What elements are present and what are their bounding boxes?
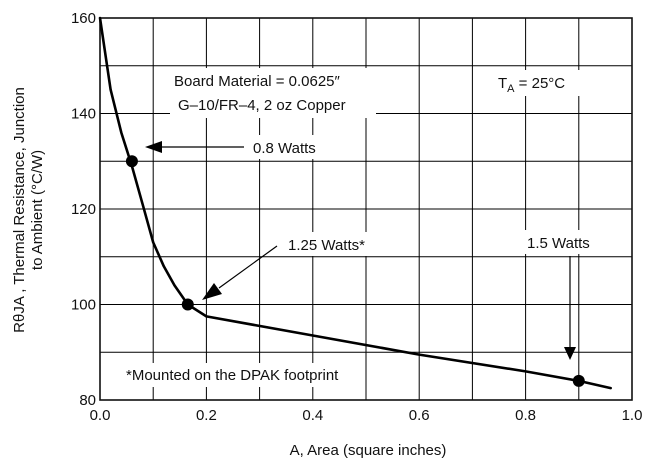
y-axis-title-line2: to Ambient (°C/W) — [29, 150, 46, 270]
board-material-line2: G–10/FR–4, 2 oz Copper — [178, 97, 346, 114]
x-tick-label: 1.0 — [622, 407, 643, 424]
x-tick-labels: 0.0 0.2 0.4 0.6 0.8 1.0 — [90, 407, 643, 424]
thermal-resistance-curve — [98, 16, 612, 390]
label-125w-bg — [277, 232, 389, 256]
ta-label-bg — [494, 70, 604, 96]
x-tick-label: 0.6 — [409, 407, 430, 424]
arrow-08w — [145, 141, 244, 153]
y-tick-labels: 80 100 120 140 160 — [71, 10, 96, 409]
arrow-125w — [202, 245, 278, 300]
arrow-15w — [564, 256, 576, 360]
x-tick-label: 0.2 — [196, 407, 217, 424]
x-tick-label: 0.0 — [90, 407, 111, 424]
data-point-marker — [572, 374, 585, 387]
y-tick-label: 100 — [71, 297, 96, 314]
footnote-bg — [120, 363, 342, 387]
x-tick-label: 0.8 — [515, 407, 536, 424]
ambient-temperature-label: TA = 25°C — [498, 75, 565, 95]
y-tick-label: 80 — [79, 392, 96, 409]
y-tick-label: 120 — [71, 201, 96, 218]
marker-label-15w: 1.5 Watts — [527, 235, 590, 252]
data-point-marker — [125, 155, 138, 168]
board-label-bg — [170, 68, 376, 118]
x-axis-title: A, Area (square inches) — [290, 442, 447, 459]
y-axis-title-line1: RθJA , Thermal Resistance, Junction — [11, 87, 28, 333]
plot-frame — [99, 17, 633, 401]
data-markers — [125, 155, 585, 387]
y-tick-label: 160 — [71, 10, 96, 27]
y-tick-label: 140 — [71, 106, 96, 123]
data-point-marker — [181, 298, 194, 311]
footnote: *Mounted on the DPAK footprint — [126, 367, 339, 384]
marker-label-08w: 0.8 Watts — [253, 140, 316, 157]
board-material-line1: Board Material = 0.0625″ — [174, 73, 341, 90]
label-08w-bg — [244, 135, 340, 159]
x-tick-label: 0.4 — [302, 407, 323, 424]
marker-label-125w: 1.25 Watts* — [288, 237, 365, 254]
label-15w-bg — [520, 230, 612, 254]
